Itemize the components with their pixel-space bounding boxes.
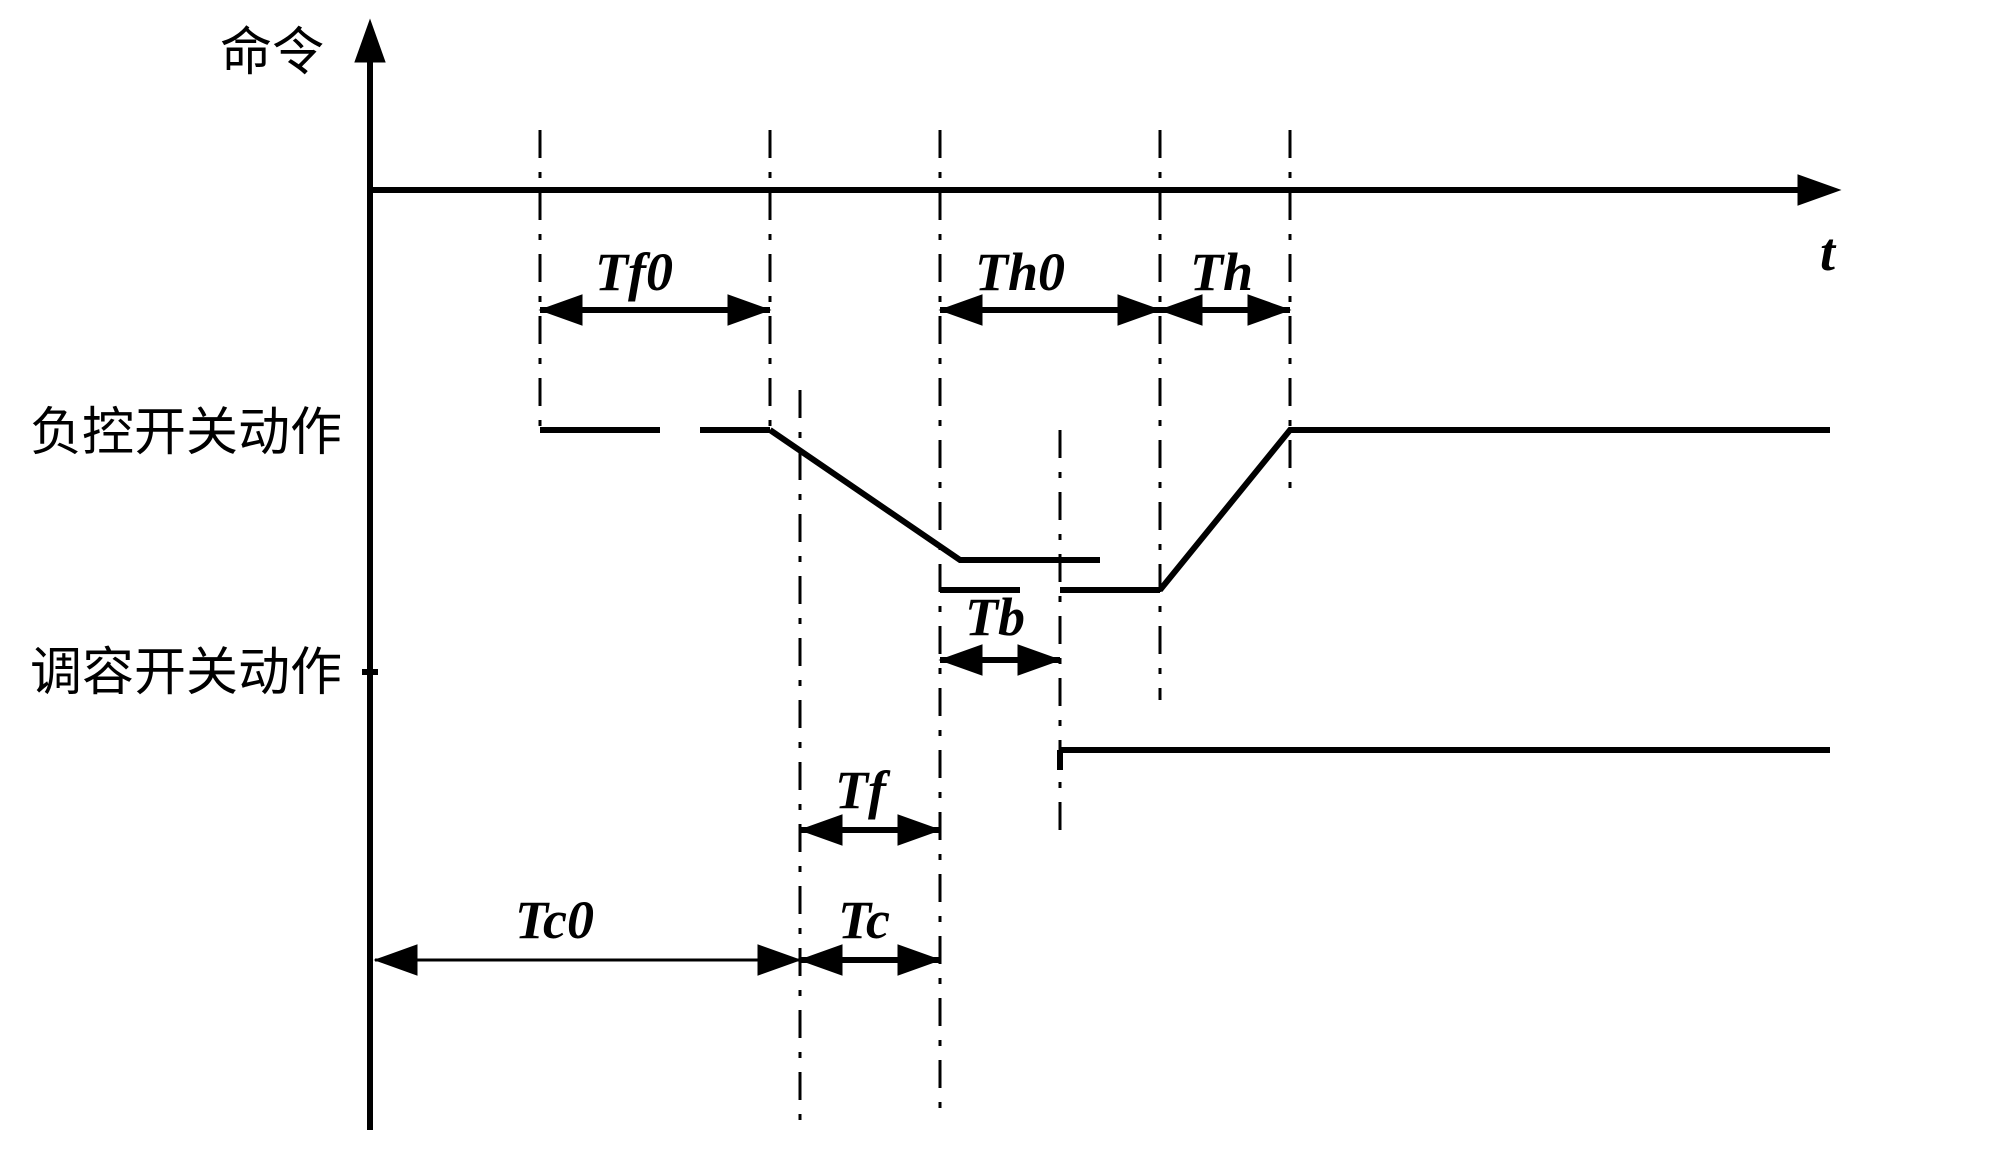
interval-Th: Th bbox=[1190, 242, 1253, 302]
interval-Tc0: Tc0 bbox=[515, 890, 594, 950]
row-label-2: 调容开关动作 bbox=[30, 644, 342, 702]
interval-Th0: Th0 bbox=[975, 242, 1065, 302]
row-label-1: 负控开关动作 bbox=[30, 404, 342, 462]
y-axis-label: 命令 bbox=[220, 24, 324, 82]
timing-diagram: 命令 t 负控开关动作调容开关动作 Tf0 Th0 Th Tb Tf Tc0 Tc bbox=[0, 0, 1992, 1152]
interval-Tf0: Tf0 bbox=[595, 242, 673, 302]
interval-Tc: Tc bbox=[838, 890, 890, 950]
interval-Tf: Tf bbox=[835, 760, 891, 820]
interval-Tb: Tb bbox=[965, 587, 1025, 647]
x-axis-label: t bbox=[1820, 222, 1837, 282]
